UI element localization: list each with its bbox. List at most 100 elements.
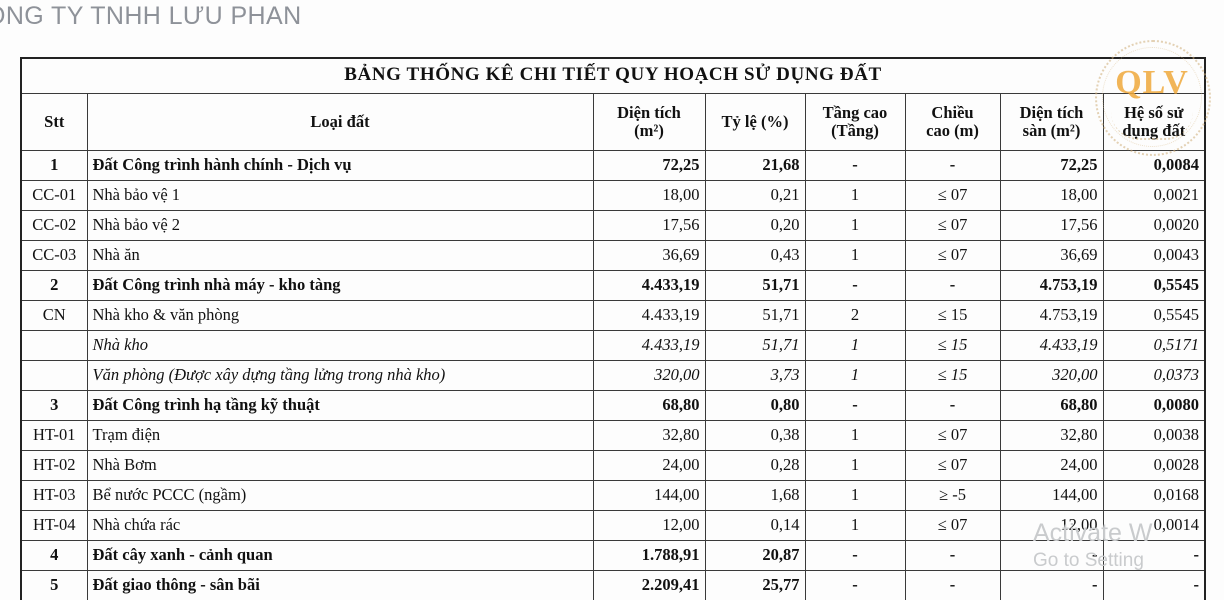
cell-dien-tich: 144,00 [592, 480, 706, 511]
cell-dien-tich: 24,00 [592, 450, 706, 481]
cell-tang-cao: 1 [804, 360, 906, 391]
cell-dien-tich: 72,25 [592, 150, 706, 181]
cell-chieu-cao: ≤ 15 [904, 360, 1001, 391]
cell-ty-le: 0,43 [704, 240, 806, 271]
cell-ty-le: 25,77 [704, 570, 806, 600]
col-header-chieu-cao-label: Chiều [931, 102, 974, 122]
cell-he-so: 0,0038 [1102, 420, 1206, 451]
cell-loai-dat: Đất Công trình nhà máy - kho tàng [86, 270, 594, 301]
cell-dien-tich-san: 68,80 [999, 390, 1104, 421]
cell-stt: 2 [20, 270, 88, 301]
cell-tang-cao: 2 [804, 300, 906, 331]
cell-dien-tich: 4.433,19 [592, 270, 706, 301]
cell-ty-le: 1,68 [704, 480, 806, 511]
cell-stt [20, 360, 88, 391]
cell-ty-le: 0,20 [704, 210, 806, 241]
table-header-row: Stt Loại đất Diện tích (m²) Tỷ lệ (%) Tầ… [20, 93, 1206, 151]
cell-tang-cao: 1 [804, 240, 906, 271]
col-header-dien-tich-san: Diện tích sàn (m²) [999, 93, 1104, 151]
table-row: CC-02 Nhà bảo vệ 2 17,56 0,20 1 ≤ 07 17,56 0,00… [20, 210, 1206, 241]
col-header-he-so: Hệ số sử dụng đất [1102, 93, 1206, 151]
cell-chieu-cao: ≤ 07 [904, 180, 1001, 211]
cell-he-so: - [1102, 570, 1206, 600]
cell-dien-tich-san: 12,00 [999, 510, 1104, 541]
cell-he-so: 0,0020 [1102, 210, 1206, 241]
cell-chieu-cao: - [904, 390, 1001, 421]
cell-dien-tich-san: 24,00 [999, 450, 1104, 481]
cell-chieu-cao: ≤ 15 [904, 300, 1001, 331]
cell-dien-tich: 18,00 [592, 180, 706, 211]
col-header-ty-le-label: Tỷ lệ (%) [721, 111, 789, 131]
cell-ty-le: 51,71 [704, 300, 806, 331]
col-header-dien-tich-unit: (m²) [634, 121, 664, 140]
cell-tang-cao: - [804, 270, 906, 301]
cell-he-so: 0,0043 [1102, 240, 1206, 271]
cell-stt: CC-01 [20, 180, 88, 211]
cell-loai-dat: Văn phòng (Được xây dựng tầng lửng trong… [86, 360, 594, 391]
cell-dien-tich: 4.433,19 [592, 330, 706, 361]
col-header-chieu-cao: Chiều cao (m) [904, 93, 1001, 151]
cell-loai-dat: Bể nước PCCC (ngầm) [86, 480, 594, 511]
cell-he-so: 0,0021 [1102, 180, 1206, 211]
cell-loai-dat: Đất Công trình hạ tầng kỹ thuật [86, 390, 594, 421]
cell-stt: 5 [20, 570, 88, 600]
cell-ty-le: 0,80 [704, 390, 806, 421]
table-row: 3 Đất Công trình hạ tầng kỹ thuật 68,80 0,8… [20, 390, 1206, 421]
cell-chieu-cao: ≤ 07 [904, 420, 1001, 451]
table-row: HT-02 Nhà Bơm 24,00 0,28 1 ≤ 07 24,00 0,0028 [20, 450, 1206, 481]
cell-stt: HT-01 [20, 420, 88, 451]
cell-he-so: 0,5545 [1102, 270, 1206, 301]
cell-he-so: 0,5545 [1102, 300, 1206, 331]
cell-loai-dat: Đất Công trình hành chính - Dịch vụ [86, 150, 594, 181]
cell-stt: 3 [20, 390, 88, 421]
col-header-dien-tich: Diện tích (m²) [592, 93, 706, 151]
cell-chieu-cao: ≤ 15 [904, 330, 1001, 361]
col-header-dien-tich-label: Diện tích [617, 102, 681, 122]
cell-chieu-cao: - [904, 150, 1001, 181]
col-header-he-so-label: Hệ số sử [1124, 102, 1184, 122]
cell-ty-le: 0,28 [704, 450, 806, 481]
cell-dien-tich: 4.433,19 [592, 300, 706, 331]
cell-tang-cao: - [804, 390, 906, 421]
table-title: BẢNG THỐNG KÊ CHI TIẾT QUY HOẠCH SỬ DỤNG… [20, 57, 1206, 94]
cell-chieu-cao: - [904, 540, 1001, 571]
cell-stt: 1 [20, 150, 88, 181]
table-row: CN Nhà kho & văn phòng 4.433,19 51,71 2 ≤ 15 4… [20, 300, 1206, 331]
table-row: HT-04 Nhà chứa rác 12,00 0,14 1 ≤ 07 12,00 0,00… [20, 510, 1206, 541]
table-row: 1 Đất Công trình hành chính - Dịch vụ 72,2… [20, 150, 1206, 181]
cell-chieu-cao: - [904, 270, 1001, 301]
cell-dien-tich: 2.209,41 [592, 570, 706, 600]
cell-he-so: 0,5171 [1102, 330, 1206, 361]
cell-dien-tich-san: 144,00 [999, 480, 1104, 511]
col-header-chieu-cao-unit: cao (m) [926, 121, 979, 140]
cell-loai-dat: Nhà Bơm [86, 450, 594, 481]
cell-he-so: 0,0168 [1102, 480, 1206, 511]
table-row: 4 Đất cây xanh - cảnh quan 1.788,91 20,87- -… [20, 540, 1206, 571]
cell-dien-tich-san: 72,25 [999, 150, 1104, 181]
cell-loai-dat: Nhà ăn [86, 240, 594, 271]
cell-dien-tich-san: 32,80 [999, 420, 1104, 451]
cell-loai-dat: Đất giao thông - sân bãi [86, 570, 594, 600]
cell-loai-dat: Nhà bảo vệ 2 [86, 210, 594, 241]
table-row: Văn phòng (Được xây dựng tầng lửng trong… [20, 360, 1206, 391]
col-header-dien-tich-san-label: Diện tích [1019, 102, 1084, 122]
cell-ty-le: 51,71 [704, 270, 806, 301]
cell-dien-tich: 17,56 [592, 210, 706, 241]
col-header-tang-cao: Tầng cao (Tầng) [804, 93, 906, 151]
company-name-banner: ÔNG TY TNHH LƯU PHAN [0, 2, 302, 30]
cell-tang-cao: 1 [804, 510, 906, 541]
col-header-loai-dat-label: Loại đất [310, 111, 370, 131]
cell-chieu-cao: ≤ 07 [904, 210, 1001, 241]
cell-loai-dat: Nhà kho & văn phòng [86, 300, 594, 331]
cell-dien-tich: 320,00 [592, 360, 706, 391]
cell-ty-le: 0,38 [704, 420, 806, 451]
land-use-statistics-table: BẢNG THỐNG KÊ CHI TIẾT QUY HOẠCH SỬ DỤNG… [20, 57, 1207, 600]
table-row: CC-03 Nhà ăn 36,69 0,43 1 ≤ 07 36,69 0,0043 [20, 240, 1206, 271]
cell-chieu-cao: ≤ 07 [904, 510, 1001, 541]
cell-ty-le: 21,68 [704, 150, 806, 181]
cell-tang-cao: - [804, 570, 906, 600]
cell-dien-tich: 12,00 [592, 510, 706, 541]
table-row: HT-03 Bể nước PCCC (ngầm) 144,00 1,68 1 ≥ -5 1… [20, 480, 1206, 511]
cell-stt: HT-03 [20, 480, 88, 511]
